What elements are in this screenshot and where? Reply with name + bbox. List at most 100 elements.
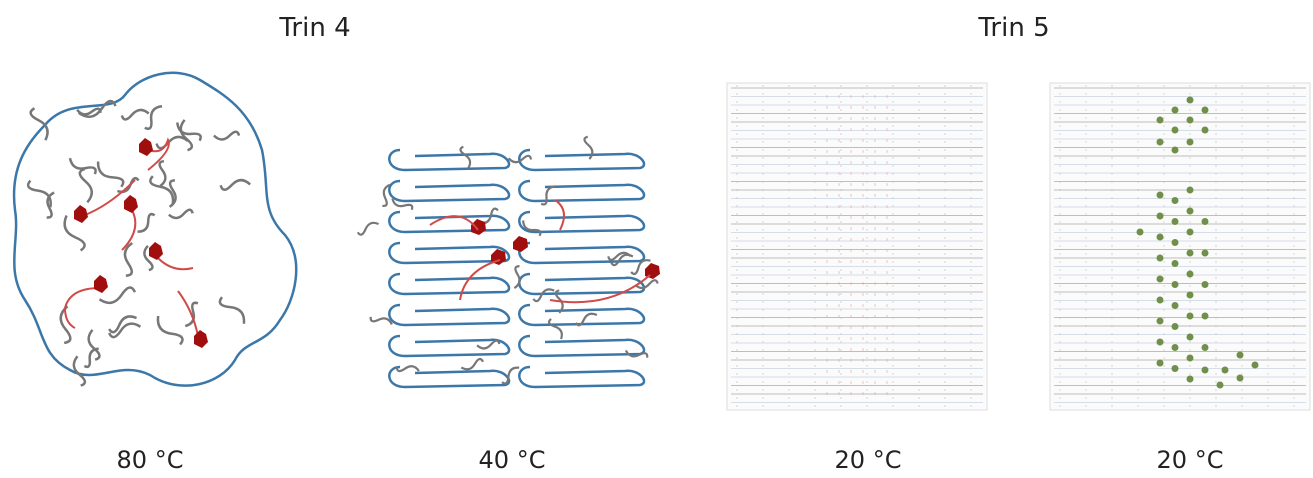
lamella [518, 334, 646, 358]
lamella [388, 365, 511, 389]
chain [63, 215, 86, 252]
lamella [518, 210, 646, 234]
lamella [388, 210, 511, 234]
chain [26, 179, 52, 208]
lattice-dot [1156, 359, 1164, 367]
chain [149, 175, 175, 205]
lattice-dot [1201, 218, 1209, 225]
chain [98, 286, 137, 305]
right-title: Trin 5 [977, 13, 1049, 43]
lattice-dot [1186, 312, 1194, 320]
tag [149, 242, 163, 260]
tagged-chain [84, 179, 136, 216]
lattice-dot [1136, 228, 1144, 236]
tagged-chain [157, 257, 194, 271]
chain [176, 122, 202, 142]
chain [76, 107, 102, 116]
chain [540, 185, 556, 206]
chain [395, 365, 420, 373]
chain [72, 355, 87, 387]
panel-label: 40 °C [479, 446, 546, 474]
lamella [518, 179, 646, 203]
lamella [388, 303, 511, 327]
lattice-dot [1201, 312, 1209, 320]
lattice-dot [1171, 218, 1179, 225]
lattice-dot [1171, 239, 1179, 246]
chain [459, 145, 472, 170]
lattice-dot [1186, 186, 1194, 194]
tag [513, 236, 528, 252]
lattice-dot [1171, 365, 1179, 372]
chain [137, 212, 156, 233]
tagged-chain [147, 137, 170, 171]
lattice-dot [1156, 191, 1164, 199]
lattice-dot [1156, 138, 1164, 146]
lamella [518, 365, 646, 389]
lattice-dot [1171, 146, 1179, 154]
chain [607, 251, 632, 261]
tag [471, 219, 486, 235]
panel-label: 20 °C [835, 446, 902, 474]
lattice-dot [1201, 126, 1209, 134]
chain [213, 130, 241, 141]
chain [574, 312, 598, 327]
chain [59, 305, 72, 345]
lattice-dot [1216, 381, 1224, 389]
panel-label: 80 °C [117, 446, 184, 474]
chain [155, 135, 189, 150]
chain [501, 366, 520, 385]
lattice-dot [1201, 366, 1209, 374]
chain [460, 357, 484, 371]
tagged-chain [429, 199, 651, 304]
lamella [518, 303, 646, 327]
chain [156, 315, 184, 346]
tag [124, 195, 138, 213]
lattice-dot [1156, 338, 1164, 346]
lattice-grid [726, 82, 988, 411]
chain [108, 322, 142, 339]
chain [624, 349, 649, 358]
lattice-dot [1186, 270, 1194, 278]
chain [184, 301, 199, 328]
chain [382, 183, 391, 208]
lattice-dot [1171, 106, 1179, 114]
tag [194, 330, 208, 348]
chain [356, 221, 379, 236]
chain [120, 108, 150, 121]
lattice-dot [1171, 344, 1179, 351]
grid-frame [726, 82, 988, 411]
chain [630, 259, 651, 276]
lamella [388, 241, 511, 265]
lamella [388, 148, 511, 172]
lamella [388, 179, 511, 203]
lattice-dot [1186, 96, 1194, 104]
lattice-dot [1171, 323, 1179, 330]
tag [139, 138, 153, 156]
chain [96, 161, 125, 188]
chain [522, 220, 542, 237]
lattice-dot [1236, 374, 1244, 382]
lattice-dot [1156, 317, 1164, 325]
chain [583, 135, 594, 160]
lattice-dot [1186, 116, 1194, 124]
lattice-dot [1186, 207, 1194, 215]
lattice-dot [1221, 366, 1229, 374]
lattice-dot [1156, 212, 1164, 220]
lamellae [356, 135, 660, 389]
lattice-dot [1171, 281, 1179, 288]
chain [108, 315, 138, 334]
lattice-dot [1201, 281, 1209, 288]
chain [369, 316, 393, 325]
lamella [518, 148, 646, 172]
chain [610, 253, 634, 267]
melt-chains [26, 99, 251, 387]
lattice-dot [1186, 249, 1194, 257]
lattice-dot [1156, 275, 1164, 283]
chain [78, 167, 93, 204]
chain [168, 208, 194, 220]
chain [123, 242, 133, 277]
lattice-dot [1251, 361, 1259, 369]
chain [158, 160, 167, 187]
lattice-dot [1236, 351, 1244, 359]
